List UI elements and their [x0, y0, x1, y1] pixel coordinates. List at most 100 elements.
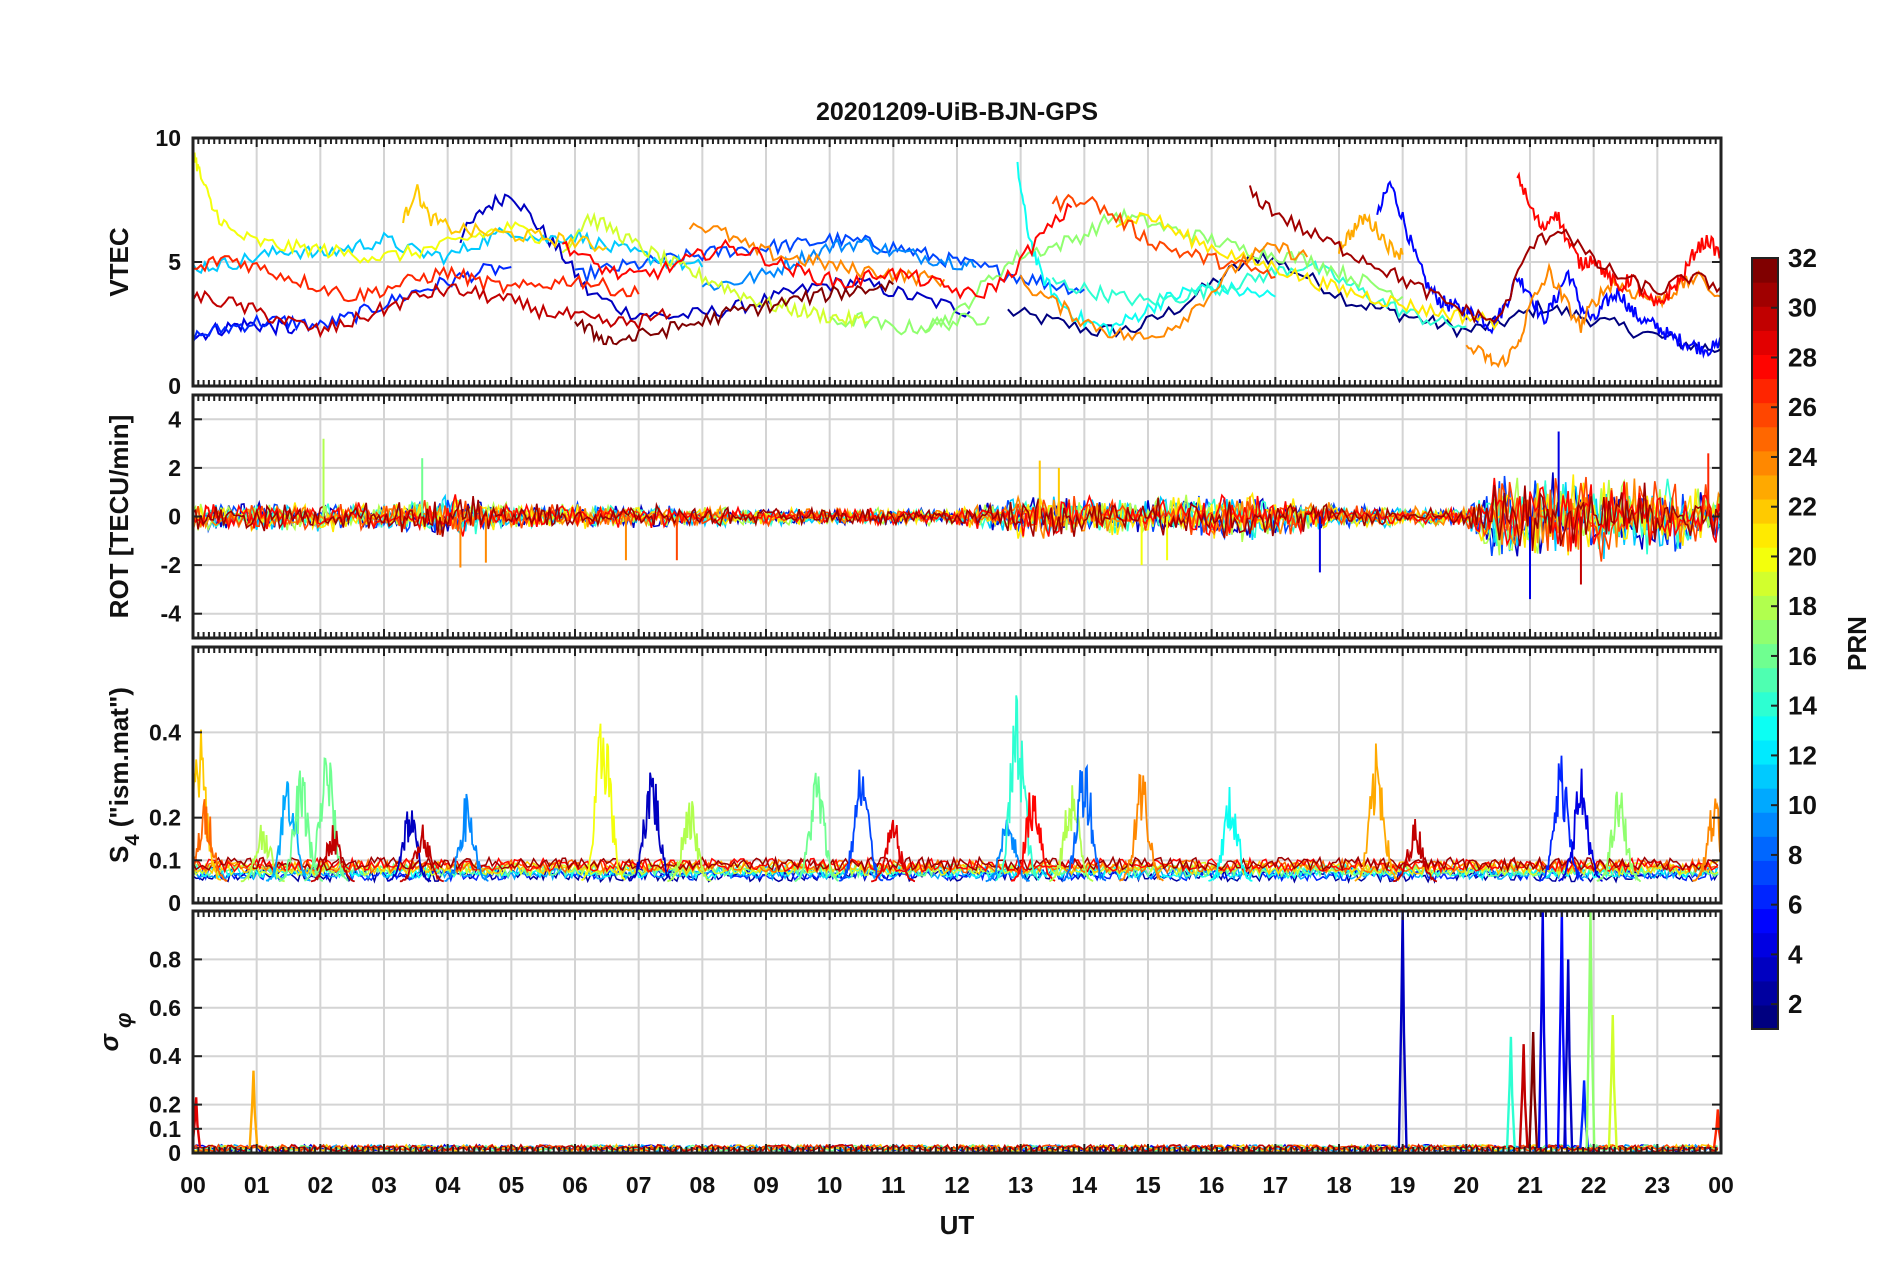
colorbar-segment	[1752, 980, 1778, 1006]
vtec-series-prn24	[688, 222, 946, 288]
x-tick-label: 01	[244, 1172, 270, 1198]
s4-burst-prn18	[667, 801, 712, 883]
y-tick-label: 0	[168, 504, 181, 530]
colorbar-segment	[1752, 474, 1778, 500]
s4-burst-prn23	[1354, 743, 1400, 882]
x-tick-label: 13	[1008, 1172, 1034, 1198]
colorbar-segment	[1752, 763, 1778, 789]
s4-burst-prn18	[1049, 785, 1094, 882]
sigma-spike-prn4	[1537, 911, 1548, 1149]
x-tick-label: 09	[753, 1172, 779, 1198]
y-tick-label: 0.1	[149, 847, 181, 873]
x-tick-label: 14	[1072, 1172, 1098, 1198]
s4-burst-prn13	[1208, 786, 1253, 882]
x-axis-label: UT	[940, 1210, 975, 1240]
colorbar-tick-label: 28	[1788, 342, 1817, 372]
colorbar-segment	[1752, 498, 1778, 524]
panel-2: -4 -2 0 2 4 ROT [TECU/min]	[104, 393, 1723, 640]
colorbar-tick-label: 10	[1788, 790, 1817, 820]
data-layer	[193, 695, 1721, 884]
sigma-spike-prn14	[1505, 1036, 1516, 1149]
x-tick-label: 02	[308, 1172, 334, 1198]
colorbar-tick-label: 12	[1788, 740, 1817, 770]
y-axis-label: ROT [TECU/min]	[104, 415, 134, 619]
vtec-series-prn31	[1248, 185, 1721, 324]
y-axis-label: S4 ("ism.mat")	[104, 687, 144, 863]
colorbar-segment	[1752, 426, 1778, 452]
y-tick-label: 10	[155, 125, 181, 151]
sigma-spike-prn32	[1528, 1031, 1539, 1149]
colorbar-tick-label: 16	[1788, 641, 1817, 671]
y-tick-label: 0.2	[149, 1092, 181, 1118]
s4-burst-prn16	[794, 772, 839, 883]
s4-burst-prn24	[1119, 773, 1164, 882]
colorbar-segment	[1752, 691, 1778, 717]
colorbar-tick-label: 30	[1788, 293, 1817, 323]
x-tick-labels: 00 01 02 03 04 05 06 07 08 09 10 11 12 13 14 15 16 17 18 19…	[180, 1172, 1734, 1198]
s4-burst-prn30	[399, 824, 445, 883]
x-tick-label: 17	[1263, 1172, 1289, 1198]
vtec-series-prn1	[1007, 251, 1721, 354]
colorbar-label: PRN	[1842, 616, 1872, 671]
vtec-series-prn28	[1516, 171, 1721, 307]
vtec-series-prn17	[829, 311, 990, 336]
vtec-series-prn5	[1376, 180, 1721, 359]
s4-burst-prn18	[240, 824, 285, 883]
vtec-series-prn20	[193, 150, 545, 264]
vtec-series-prn17	[924, 207, 1404, 334]
x-tick-label: 23	[1645, 1172, 1671, 1198]
x-tick-label: 19	[1390, 1172, 1416, 1198]
colorbar-segment	[1752, 908, 1778, 934]
x-tick-label: 06	[562, 1172, 588, 1198]
colorbar-segment	[1752, 523, 1778, 548]
vtec-series-prn11	[193, 226, 704, 275]
rot-series-prn31	[193, 482, 1721, 552]
colorbar-segment	[1752, 836, 1778, 861]
s4-burst-prn16	[304, 757, 349, 882]
s4-series-prn31	[193, 855, 1719, 873]
x-tick-label: 04	[435, 1172, 461, 1198]
x-tick-label: 18	[1326, 1172, 1352, 1198]
vtec-series-prn14	[1051, 260, 1467, 329]
vtec-series-prn22	[402, 184, 608, 253]
y-tick-label: 0.2	[149, 805, 181, 831]
colorbar-segment	[1752, 571, 1778, 596]
vtec-series-prn9	[701, 236, 977, 292]
x-tick-label: 16	[1199, 1172, 1225, 1198]
vtec-series-prn32	[574, 279, 894, 346]
colorbar-segment	[1752, 378, 1778, 404]
colorbar-segment	[1752, 1004, 1778, 1030]
colorbar-segment	[1752, 547, 1778, 572]
s4-burst-prn10	[265, 781, 311, 882]
colorbar-segment	[1752, 258, 1778, 283]
y-tick-label: 0	[168, 373, 181, 399]
colorbar-segment	[1752, 450, 1778, 476]
x-tick-label: 03	[371, 1172, 397, 1198]
colorbar-frame	[1751, 257, 1779, 1030]
vtec-series-prn6	[193, 262, 512, 344]
colorbar-tick-label: 8	[1788, 840, 1802, 870]
colorbar-segment	[1752, 739, 1778, 765]
s4-burst-prn6	[1539, 755, 1585, 882]
y-tick-label: 2	[168, 455, 181, 481]
colorbar-segment	[1752, 932, 1778, 958]
s4-burst-prn16	[278, 770, 323, 882]
y-tick-label: 0.4	[149, 719, 181, 745]
colorbar-tick-label: 4	[1788, 939, 1803, 969]
s4-burst-prn28	[1010, 792, 1056, 882]
colorbar-segment	[1752, 354, 1778, 380]
x-tick-label: 07	[626, 1172, 652, 1198]
vtec-series-prn3	[459, 193, 971, 321]
y-tick-label: 0.8	[149, 946, 181, 972]
vtec-series-prn26	[1051, 193, 1276, 279]
x-tick-label: 00	[1708, 1172, 1734, 1198]
s4-burst-prn17	[1596, 791, 1641, 882]
x-tick-label: 20	[1454, 1172, 1480, 1198]
s4-burst-prn3	[628, 772, 674, 882]
x-tick-label: 10	[817, 1172, 843, 1198]
s4-burst-prn4	[1558, 768, 1603, 882]
sigma-spike-prn3	[1397, 911, 1408, 1149]
